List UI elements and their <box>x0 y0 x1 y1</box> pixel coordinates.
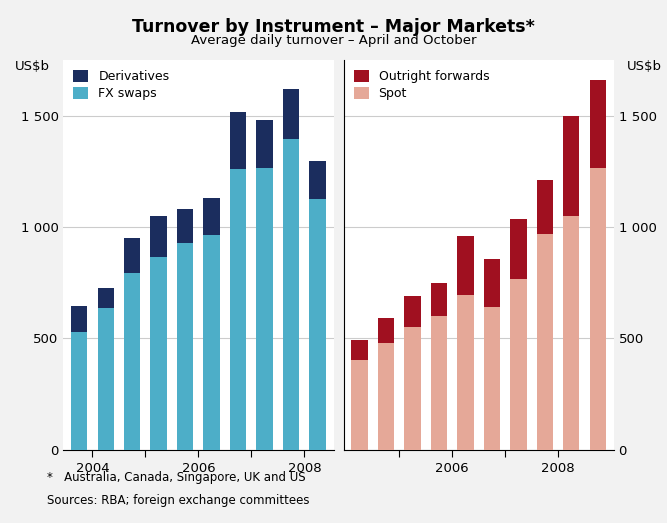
Text: Average daily turnover – April and October: Average daily turnover – April and Octob… <box>191 34 476 47</box>
Bar <box>283 139 299 450</box>
Bar <box>309 162 325 199</box>
Bar <box>404 296 421 327</box>
Text: Sources: RBA; foreign exchange committees: Sources: RBA; foreign exchange committee… <box>47 494 309 507</box>
Bar <box>124 238 141 273</box>
Text: Turnover by Instrument – Major Markets*: Turnover by Instrument – Major Markets* <box>132 18 535 36</box>
Bar <box>97 309 114 450</box>
Bar <box>256 168 273 450</box>
Bar <box>404 327 421 450</box>
Bar <box>151 216 167 257</box>
Bar <box>151 257 167 450</box>
Bar <box>457 236 474 295</box>
Text: US$b: US$b <box>15 60 50 73</box>
Bar <box>230 112 246 169</box>
Bar <box>177 209 193 243</box>
Bar <box>71 332 87 450</box>
Bar <box>590 168 606 450</box>
Bar <box>510 219 526 279</box>
Bar <box>97 288 114 309</box>
Bar <box>431 316 447 450</box>
Legend: Derivatives, FX swaps: Derivatives, FX swaps <box>69 66 173 104</box>
Bar <box>177 243 193 450</box>
Bar <box>563 116 580 216</box>
Bar <box>563 216 580 450</box>
Text: *   Australia, Canada, Singapore, UK and US: * Australia, Canada, Singapore, UK and U… <box>47 471 305 484</box>
Bar <box>378 319 394 343</box>
Bar <box>256 120 273 168</box>
Bar <box>510 279 526 450</box>
Bar <box>484 308 500 450</box>
Bar <box>352 360 368 450</box>
Bar <box>590 80 606 168</box>
Bar <box>352 339 368 360</box>
Bar <box>378 343 394 450</box>
Bar <box>536 180 553 234</box>
Legend: Outright forwards, Spot: Outright forwards, Spot <box>350 66 493 104</box>
Bar <box>431 283 447 316</box>
Bar <box>457 295 474 450</box>
Bar <box>230 169 246 450</box>
Bar <box>203 198 220 235</box>
Bar <box>309 199 325 450</box>
Bar <box>71 306 87 332</box>
Bar <box>124 273 141 450</box>
Bar <box>283 89 299 139</box>
Bar <box>536 234 553 450</box>
Text: US$b: US$b <box>627 60 662 73</box>
Bar <box>203 235 220 450</box>
Bar <box>484 259 500 308</box>
